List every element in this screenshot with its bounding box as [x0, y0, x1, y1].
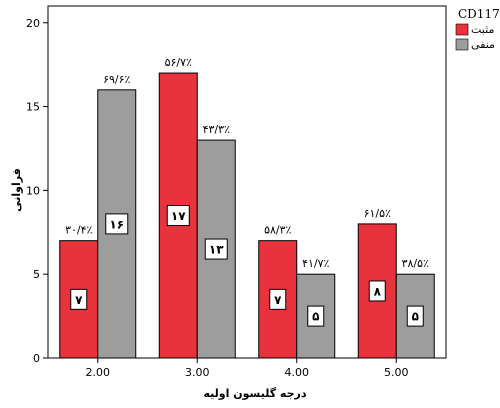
count-label-box	[406, 305, 424, 327]
legend: CD117 مثبت منفی	[455, 7, 500, 51]
count-label-box	[269, 288, 287, 310]
count-label-box	[368, 280, 386, 302]
plot-area: 0 5 10 15 20 2.00 ۳۰/۴٪ ۷ ۶۹/۶٪ ۱۶ 3.00 ۵۶/۷٪ ۱۷ ۴۳/۳…	[26, 5, 447, 379]
count-label: ۸	[374, 284, 382, 298]
y-tick-label: 5	[33, 268, 40, 281]
count-label: ۵	[412, 310, 419, 324]
count-label: ۷	[274, 293, 282, 307]
y-axis-title: فراوانی	[10, 168, 23, 212]
count-label: ۱۶	[109, 217, 124, 231]
count-label: ۱۳	[209, 243, 224, 257]
legend-label-positive: مثبت	[471, 23, 494, 36]
count-label-box	[307, 305, 325, 327]
percent-label: ۳۰/۴٪	[65, 224, 92, 237]
x-axis-title: درجه گلیسون اولیه	[204, 387, 307, 400]
percent-label: ۵۶/۷٪	[165, 56, 192, 69]
legend-title: CD117	[458, 7, 500, 21]
count-label-box	[166, 205, 190, 227]
percent-label: ۶۱/۵٪	[364, 207, 391, 220]
legend-swatch-positive	[455, 23, 469, 36]
y-tick-label: 15	[26, 101, 40, 114]
legend-swatch-negative	[455, 38, 469, 51]
percent-label: ۵۸/۳٪	[264, 224, 291, 237]
y-tick-label: 10	[26, 184, 40, 197]
count-label-box	[70, 288, 88, 310]
count-label: ۷	[75, 293, 83, 307]
legend-label-negative: منفی	[471, 38, 495, 51]
x-tick-label: 3.00	[185, 366, 210, 379]
x-tick-label: 4.00	[285, 366, 310, 379]
count-label-box	[105, 213, 129, 235]
percent-label: ۳۸/۵٪	[402, 257, 429, 270]
percent-label: ۴۳/۳٪	[203, 123, 230, 136]
x-tick-label: 2.00	[86, 366, 111, 379]
y-tick-label: 20	[26, 17, 40, 30]
percent-label: ۶۹/۶٪	[103, 73, 130, 86]
y-tick-label: 0	[33, 352, 40, 365]
percent-label: ۴۱/۷٪	[302, 257, 329, 270]
count-label-box	[204, 238, 228, 260]
count-label: ۱۷	[171, 209, 186, 223]
x-tick-label: 5.00	[384, 366, 409, 379]
count-label: ۵	[312, 310, 319, 324]
